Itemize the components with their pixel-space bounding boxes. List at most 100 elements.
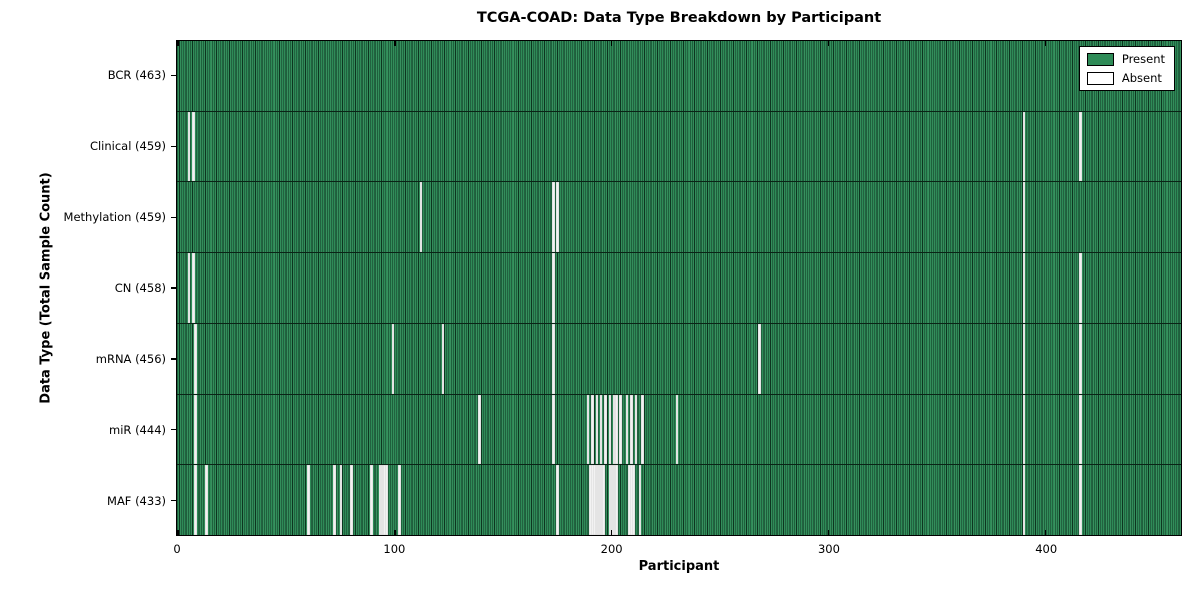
- absent-gap: [1079, 323, 1082, 394]
- absent-gap: [478, 394, 481, 465]
- absent-gap: [383, 465, 386, 536]
- absent-gap: [641, 394, 644, 465]
- absent-gap: [625, 394, 629, 465]
- row-maf: [177, 464, 1181, 536]
- row-mir: [177, 393, 1181, 465]
- y-tick-mark: [171, 358, 176, 360]
- absent-gap: [556, 465, 560, 536]
- absent-gap: [610, 465, 614, 536]
- absent-gap: [205, 465, 208, 536]
- absent-gap: [398, 465, 401, 536]
- absent-gap: [350, 465, 354, 536]
- row-clinical: [177, 110, 1181, 182]
- x-tick-mark: [1044, 41, 1047, 46]
- absent-gap: [385, 465, 388, 536]
- absent-gap: [1079, 253, 1082, 323]
- x-tick-label: 400: [1035, 542, 1058, 556]
- absent-gap: [604, 394, 607, 465]
- absent-gap: [1079, 394, 1082, 465]
- absent-gap: [194, 323, 197, 394]
- legend-label-absent: Absent: [1121, 71, 1162, 85]
- y-tick-mark: [171, 216, 176, 218]
- absent-gap: [1022, 323, 1026, 394]
- absent-gap: [552, 323, 555, 394]
- absent-gap: [552, 253, 555, 323]
- absent-gap: [628, 465, 631, 536]
- absent-gap: [1022, 111, 1026, 182]
- legend-label-present: Present: [1121, 52, 1165, 66]
- x-tick-label: 100: [383, 542, 406, 556]
- absent-gap: [552, 182, 555, 253]
- absent-gap: [1079, 111, 1082, 182]
- absent-swatch-icon: [1086, 71, 1114, 85]
- absent-gap: [1022, 394, 1026, 465]
- x-tick-mark: [611, 530, 613, 535]
- row-label-maf: MAF (433): [107, 493, 166, 508]
- y-tick-mark: [171, 499, 176, 502]
- absent-gap: [591, 394, 594, 465]
- absent-gap: [619, 394, 622, 465]
- absent-gap: [675, 394, 679, 465]
- row-label-cn: CN (458): [114, 281, 166, 295]
- absent-gap: [612, 394, 616, 465]
- plot-area: Present Absent: [176, 40, 1182, 536]
- absent-gap: [608, 394, 612, 465]
- absent-gap: [599, 465, 603, 536]
- x-tick-label: 0: [173, 542, 181, 556]
- absent-gap: [632, 465, 635, 536]
- absent-gap: [307, 465, 310, 536]
- absent-gap: [630, 465, 633, 536]
- absent-gap: [556, 182, 560, 253]
- absent-gap: [369, 465, 373, 536]
- absent-gap: [608, 465, 612, 536]
- absent-gap: [602, 465, 605, 536]
- y-tick-mark: [171, 429, 176, 431]
- x-tick-mark: [828, 41, 830, 46]
- absent-gap: [187, 253, 191, 323]
- absent-gap: [634, 394, 638, 465]
- absent-gap: [333, 465, 336, 536]
- absent-gap: [615, 465, 618, 536]
- x-axis-label: Participant: [638, 559, 720, 574]
- absent-gap: [1022, 253, 1026, 323]
- absent-gap: [378, 465, 382, 536]
- absent-gap: [591, 465, 594, 536]
- absent-gap: [586, 394, 590, 465]
- row-label-mir: miR (444): [109, 422, 166, 437]
- y-tick-mark: [171, 287, 176, 289]
- x-tick-mark: [394, 530, 396, 535]
- absent-gap: [595, 465, 599, 536]
- row-methylation: [177, 181, 1181, 253]
- row-label-methylation: Methylation (459): [63, 210, 166, 225]
- x-tick-mark: [177, 41, 179, 46]
- absent-gap: [380, 465, 384, 536]
- row-mrna: [177, 322, 1181, 394]
- y-tick-mark: [171, 74, 176, 77]
- absent-gap: [630, 394, 633, 465]
- present-swatch-icon: [1086, 52, 1114, 66]
- y-tick-mark: [171, 145, 176, 147]
- absent-gap: [552, 394, 555, 465]
- legend: Present Absent: [1078, 46, 1175, 91]
- absent-gap: [194, 465, 197, 536]
- absent-gap: [391, 323, 395, 394]
- row-label-clinical: Clinical (459): [89, 139, 166, 154]
- row-label-bcr: BCR (463): [107, 68, 166, 83]
- absent-gap: [192, 253, 195, 323]
- row-bcr: [177, 41, 1181, 111]
- legend-entry-absent: Absent: [1086, 71, 1165, 85]
- absent-gap: [339, 465, 343, 536]
- row-cn: [177, 252, 1181, 323]
- row-label-mrna: mRNA (456): [95, 351, 166, 366]
- absent-gap: [638, 465, 642, 536]
- absent-gap: [595, 394, 599, 465]
- absent-gap: [589, 465, 592, 536]
- x-tick-mark: [1044, 530, 1047, 535]
- absent-gap: [187, 111, 191, 182]
- absent-gap: [441, 323, 445, 394]
- absent-gap: [612, 465, 616, 536]
- absent-gap: [194, 394, 197, 465]
- x-tick-mark: [611, 41, 613, 46]
- absent-gap: [419, 182, 423, 253]
